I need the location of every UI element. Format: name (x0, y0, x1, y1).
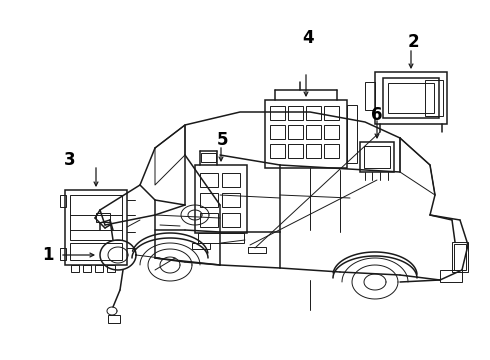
Bar (265, 100, 347, 168)
Bar (375, 72, 447, 124)
Bar (306, 125, 321, 139)
Bar (108, 315, 120, 323)
Bar (60, 248, 66, 260)
Bar (440, 270, 462, 282)
Bar (248, 247, 266, 253)
Bar (324, 106, 339, 120)
Bar (425, 80, 443, 116)
Bar (95, 265, 103, 272)
Bar (347, 105, 357, 163)
Bar (364, 146, 390, 168)
Bar (60, 195, 66, 207)
Bar (70, 195, 122, 240)
Bar (107, 265, 115, 272)
Bar (324, 125, 339, 139)
Text: 6: 6 (371, 106, 383, 124)
Bar (324, 144, 339, 158)
Bar (365, 82, 375, 110)
Bar (195, 165, 247, 233)
Bar (222, 173, 240, 187)
Bar (288, 125, 303, 139)
Bar (201, 153, 216, 162)
Bar (383, 78, 439, 118)
Bar (288, 144, 303, 158)
Text: 5: 5 (216, 131, 228, 149)
Text: 4: 4 (302, 29, 314, 47)
Bar (71, 265, 79, 272)
Bar (360, 142, 394, 172)
Bar (65, 190, 127, 265)
Bar (200, 213, 218, 227)
Bar (452, 242, 468, 272)
Bar (306, 106, 321, 120)
Bar (222, 213, 240, 227)
Text: 3: 3 (64, 151, 76, 169)
Bar (200, 193, 218, 207)
Bar (454, 244, 466, 270)
Bar (83, 265, 91, 272)
Text: 1: 1 (42, 246, 54, 264)
Bar (200, 173, 218, 187)
Bar (388, 83, 434, 113)
Text: 2: 2 (407, 33, 419, 51)
Bar (270, 144, 285, 158)
Bar (192, 243, 210, 249)
Bar (198, 233, 244, 243)
Bar (270, 125, 285, 139)
Bar (96, 213, 110, 222)
Bar (270, 106, 285, 120)
Bar (222, 193, 240, 207)
Bar (70, 243, 122, 260)
Bar (288, 106, 303, 120)
Bar (306, 144, 321, 158)
